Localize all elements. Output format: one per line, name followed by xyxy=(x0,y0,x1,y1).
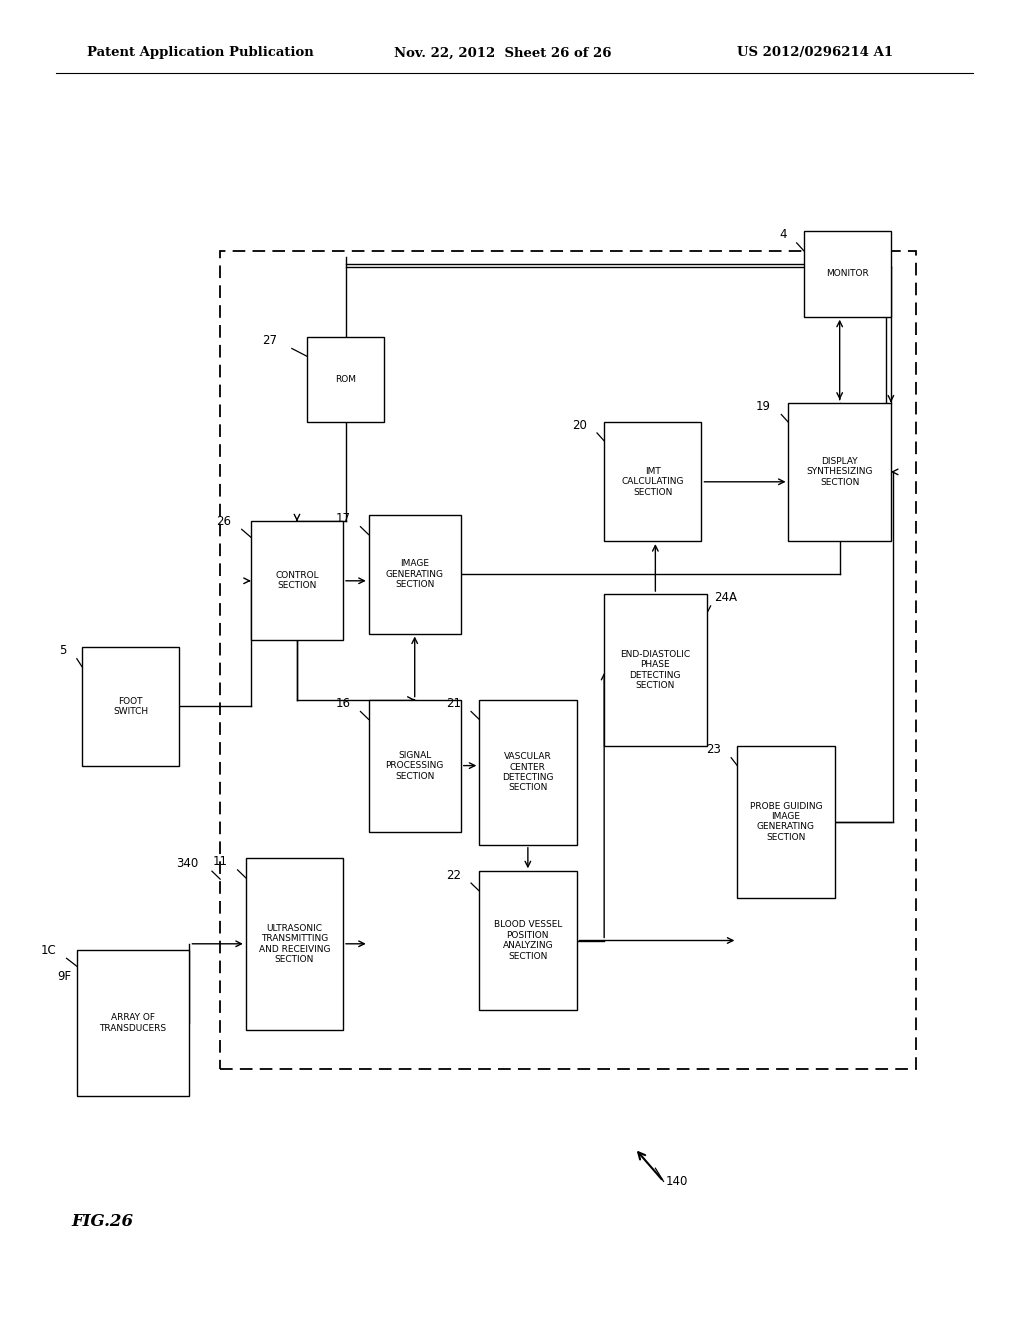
Text: 21: 21 xyxy=(445,697,461,710)
Text: IMT
CALCULATING
SECTION: IMT CALCULATING SECTION xyxy=(622,467,684,496)
Text: ULTRASONIC
TRANSMITTING
AND RECEIVING
SECTION: ULTRASONIC TRANSMITTING AND RECEIVING SE… xyxy=(259,924,330,964)
Text: SIGNAL
PROCESSING
SECTION: SIGNAL PROCESSING SECTION xyxy=(385,751,444,780)
Text: 9F: 9F xyxy=(57,970,72,983)
Text: 27: 27 xyxy=(262,334,278,347)
Text: PROBE GUIDING
IMAGE
GENERATING
SECTION: PROBE GUIDING IMAGE GENERATING SECTION xyxy=(750,801,822,842)
Text: ROM: ROM xyxy=(335,375,356,384)
FancyBboxPatch shape xyxy=(479,700,577,845)
Text: 16: 16 xyxy=(335,697,350,710)
Text: FOOT
SWITCH: FOOT SWITCH xyxy=(113,697,148,715)
Text: DISPLAY
SYNTHESIZING
SECTION: DISPLAY SYNTHESIZING SECTION xyxy=(807,457,872,487)
FancyBboxPatch shape xyxy=(479,871,577,1010)
Text: 17: 17 xyxy=(335,512,350,525)
FancyBboxPatch shape xyxy=(77,950,189,1096)
FancyBboxPatch shape xyxy=(369,700,461,832)
Text: Patent Application Publication: Patent Application Publication xyxy=(87,46,313,59)
FancyBboxPatch shape xyxy=(737,746,835,898)
FancyBboxPatch shape xyxy=(604,594,707,746)
Text: 5: 5 xyxy=(59,644,67,657)
Text: 1C: 1C xyxy=(41,944,56,957)
Text: IMAGE
GENERATING
SECTION: IMAGE GENERATING SECTION xyxy=(386,560,443,589)
Text: ARRAY OF
TRANSDUCERS: ARRAY OF TRANSDUCERS xyxy=(99,1014,167,1032)
FancyBboxPatch shape xyxy=(307,337,384,422)
Text: 4: 4 xyxy=(779,228,786,242)
Text: CONTROL
SECTION: CONTROL SECTION xyxy=(275,572,318,590)
Text: VASCULAR
CENTER
DETECTING
SECTION: VASCULAR CENTER DETECTING SECTION xyxy=(502,752,554,792)
Text: 26: 26 xyxy=(216,515,231,528)
Text: 23: 23 xyxy=(706,743,721,756)
Text: END-DIASTOLIC
PHASE
DETECTING
SECTION: END-DIASTOLIC PHASE DETECTING SECTION xyxy=(621,649,690,690)
Text: 340: 340 xyxy=(176,857,199,870)
Text: FIG.26: FIG.26 xyxy=(72,1213,134,1229)
FancyBboxPatch shape xyxy=(604,422,701,541)
Text: US 2012/0296214 A1: US 2012/0296214 A1 xyxy=(737,46,893,59)
Text: MONITOR: MONITOR xyxy=(826,269,868,279)
FancyBboxPatch shape xyxy=(82,647,179,766)
Text: 140: 140 xyxy=(666,1175,688,1188)
Text: Nov. 22, 2012  Sheet 26 of 26: Nov. 22, 2012 Sheet 26 of 26 xyxy=(394,46,611,59)
FancyBboxPatch shape xyxy=(788,403,891,541)
Text: 24A: 24A xyxy=(714,591,736,605)
Text: BLOOD VESSEL
POSITION
ANALYZING
SECTION: BLOOD VESSEL POSITION ANALYZING SECTION xyxy=(494,920,562,961)
FancyBboxPatch shape xyxy=(804,231,891,317)
Text: 19: 19 xyxy=(756,400,771,413)
FancyBboxPatch shape xyxy=(251,521,343,640)
Text: 22: 22 xyxy=(445,869,461,882)
Text: 11: 11 xyxy=(212,855,227,869)
FancyBboxPatch shape xyxy=(369,515,461,634)
FancyBboxPatch shape xyxy=(246,858,343,1030)
Text: 20: 20 xyxy=(571,418,587,432)
